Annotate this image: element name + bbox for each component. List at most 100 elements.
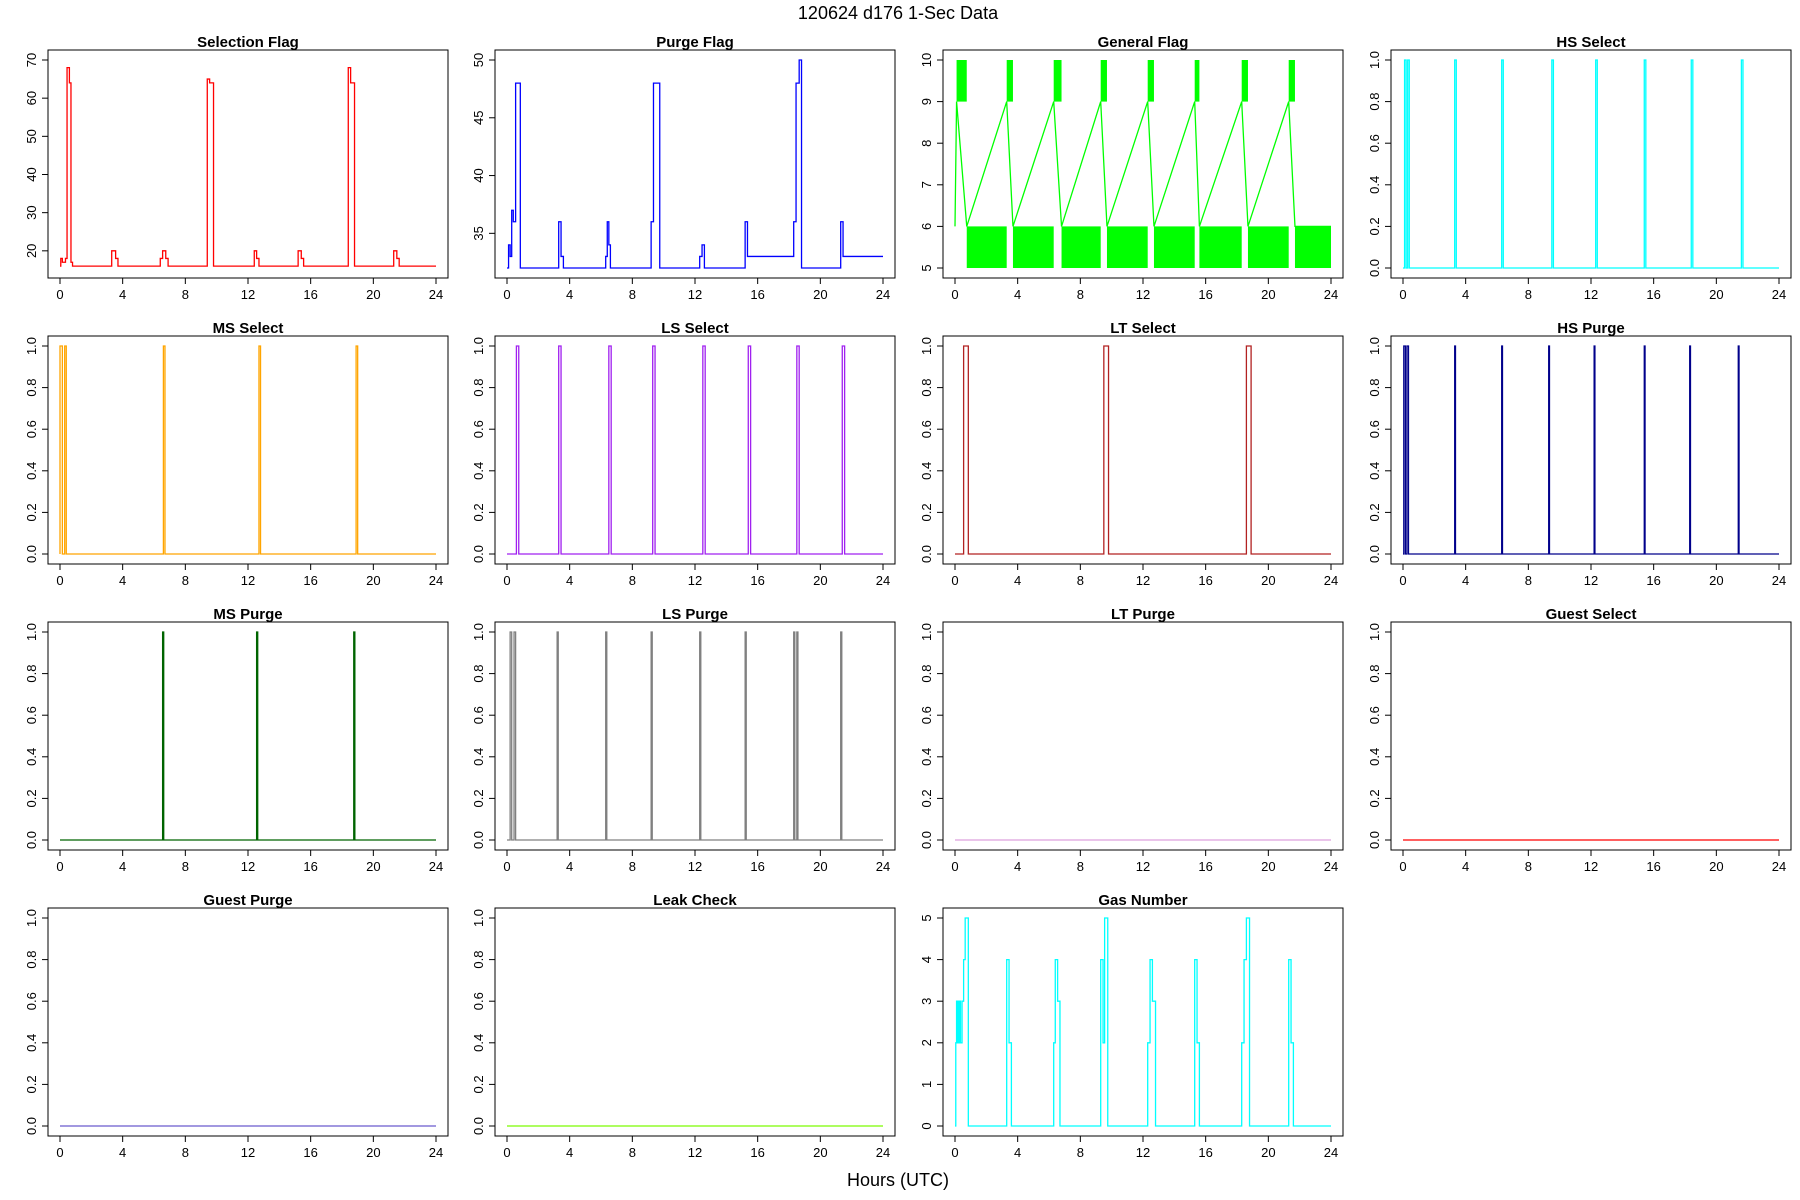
y-tick-label: 0.2 bbox=[1367, 789, 1382, 807]
y-tick-label: 0.8 bbox=[1367, 665, 1382, 683]
y-tick-label: 0.0 bbox=[471, 1117, 486, 1135]
y-tick-label: 0.8 bbox=[471, 951, 486, 969]
y-tick-label: 0.6 bbox=[919, 420, 934, 438]
y-tick-label: 0.6 bbox=[24, 992, 39, 1010]
y-tick-label: 0.4 bbox=[24, 462, 39, 480]
y-tick-label: 0.8 bbox=[24, 379, 39, 397]
panel-ls-purge: LS Purge 0 4 8 12 16 20 24 0.0 0.2 0.4 0.6 0.8 1.0 bbox=[471, 606, 896, 874]
series-line-gas-number bbox=[955, 917, 1331, 1127]
y-tick-label: 1.0 bbox=[1367, 337, 1382, 355]
filled-block bbox=[1241, 60, 1248, 102]
x-tick-label: 8 bbox=[629, 1145, 636, 1160]
y-tick-label: 0.2 bbox=[24, 503, 39, 521]
x-tick-label: 16 bbox=[1198, 287, 1212, 302]
y-tick-label: 0.2 bbox=[471, 503, 486, 521]
x-tick-label: 24 bbox=[1324, 287, 1338, 302]
x-tick-label: 24 bbox=[1324, 573, 1338, 588]
panel-hs-purge: HS Purge 0 4 8 12 16 20 24 0.0 0.2 0.4 0.6 0.8 1.0 bbox=[1367, 320, 1792, 588]
panel-guest-purge: Guest Purge 0 4 8 12 16 20 24 0.0 0.2 0.4 0.6 0.8 1.0 bbox=[24, 892, 449, 1160]
y-tick-label: 0.0 bbox=[919, 831, 934, 849]
x-tick-label: 24 bbox=[876, 287, 890, 302]
x-tick-label: 24 bbox=[1772, 287, 1786, 302]
x-tick-label: 20 bbox=[366, 1145, 380, 1160]
y-tick-label: 0.0 bbox=[24, 545, 39, 563]
panel-frame bbox=[942, 621, 1344, 851]
x-tick-label: 24 bbox=[429, 859, 443, 874]
x-tick-label: 4 bbox=[566, 573, 573, 588]
y-tick-label: 0.6 bbox=[1367, 706, 1382, 724]
x-tick-label: 4 bbox=[119, 859, 126, 874]
x-tick-label: 16 bbox=[303, 287, 317, 302]
y-tick-label: 9 bbox=[919, 98, 934, 105]
x-tick-label: 0 bbox=[56, 859, 63, 874]
x-tick-label: 4 bbox=[1462, 287, 1469, 302]
x-tick-label: 4 bbox=[1462, 573, 1469, 588]
x-tick-label: 24 bbox=[1324, 1145, 1338, 1160]
y-tick-label: 0.0 bbox=[24, 1117, 39, 1135]
y-tick-label: 0.2 bbox=[471, 1075, 486, 1093]
y-tick-label: 1.0 bbox=[1367, 51, 1382, 69]
y-tick-label: 1.0 bbox=[919, 337, 934, 355]
x-tick-label: 0 bbox=[56, 1145, 63, 1160]
x-tick-label: 20 bbox=[813, 573, 827, 588]
series-line-ls-purge bbox=[507, 631, 883, 841]
x-tick-label: 12 bbox=[688, 287, 702, 302]
x-tick-label: 0 bbox=[951, 573, 958, 588]
x-tick-label: 4 bbox=[1014, 287, 1021, 302]
y-tick-label: 6 bbox=[919, 223, 934, 230]
x-tick-label: 12 bbox=[688, 859, 702, 874]
x-tick-label: 16 bbox=[750, 573, 764, 588]
panel-title: LT Select bbox=[1110, 320, 1176, 337]
x-tick-label: 4 bbox=[119, 1145, 126, 1160]
series-line-hs-purge bbox=[1403, 345, 1779, 555]
y-tick-label: 0.2 bbox=[1367, 503, 1382, 521]
panel-title: Guest Select bbox=[1546, 606, 1637, 623]
x-tick-label: 0 bbox=[1399, 287, 1406, 302]
y-tick-label: 45 bbox=[471, 111, 486, 125]
x-tick-label: 16 bbox=[1646, 573, 1660, 588]
x-tick-label: 0 bbox=[1399, 859, 1406, 874]
y-tick-label: 0.2 bbox=[1367, 217, 1382, 235]
x-tick-label: 20 bbox=[813, 287, 827, 302]
y-tick-label: 0.0 bbox=[1367, 259, 1382, 277]
x-tick-label: 20 bbox=[1709, 859, 1723, 874]
x-tick-label: 8 bbox=[629, 573, 636, 588]
filled-block bbox=[1106, 226, 1148, 268]
x-tick-label: 12 bbox=[1584, 287, 1598, 302]
y-tick-label: 1.0 bbox=[24, 909, 39, 927]
panel-frame bbox=[942, 907, 1344, 1137]
figure-title: 120624 d176 1-Sec Data bbox=[798, 3, 999, 23]
y-tick-label: 0.4 bbox=[919, 748, 934, 766]
x-tick-label: 24 bbox=[876, 859, 890, 874]
panel-frame bbox=[1390, 335, 1792, 565]
panel-title: LS Select bbox=[661, 320, 729, 337]
x-tick-label: 16 bbox=[750, 1145, 764, 1160]
y-tick-label: 35 bbox=[471, 226, 486, 240]
filled-block bbox=[1288, 60, 1295, 102]
y-tick-label: 1.0 bbox=[919, 623, 934, 641]
y-tick-label: 0.4 bbox=[1367, 748, 1382, 766]
y-tick-label: 5 bbox=[919, 914, 934, 921]
x-tick-label: 0 bbox=[1399, 573, 1406, 588]
x-tick-label: 8 bbox=[629, 287, 636, 302]
y-tick-label: 0.8 bbox=[471, 665, 486, 683]
x-tick-label: 4 bbox=[1014, 859, 1021, 874]
x-tick-label: 20 bbox=[366, 287, 380, 302]
x-tick-label: 0 bbox=[503, 1145, 510, 1160]
y-tick-label: 0.4 bbox=[471, 462, 486, 480]
x-tick-label: 12 bbox=[1136, 287, 1150, 302]
x-tick-label: 24 bbox=[429, 573, 443, 588]
y-tick-label: 40 bbox=[471, 168, 486, 182]
y-tick-label: 0.4 bbox=[1367, 462, 1382, 480]
series-line-lt-select bbox=[955, 345, 1331, 555]
y-tick-label: 30 bbox=[24, 205, 39, 219]
x-tick-label: 8 bbox=[1077, 1145, 1084, 1160]
y-tick-label: 0.4 bbox=[24, 748, 39, 766]
series-line-ms-select bbox=[59, 345, 436, 555]
panel-general-flag: General Flag 0 4 8 12 16 20 24 5 6 7 8 9 10 bbox=[919, 34, 1344, 302]
y-tick-label: 0.8 bbox=[24, 665, 39, 683]
x-tick-label: 24 bbox=[876, 1145, 890, 1160]
x-tick-label: 8 bbox=[182, 1145, 189, 1160]
y-tick-label: 1.0 bbox=[471, 337, 486, 355]
y-tick-label: 0.4 bbox=[919, 462, 934, 480]
